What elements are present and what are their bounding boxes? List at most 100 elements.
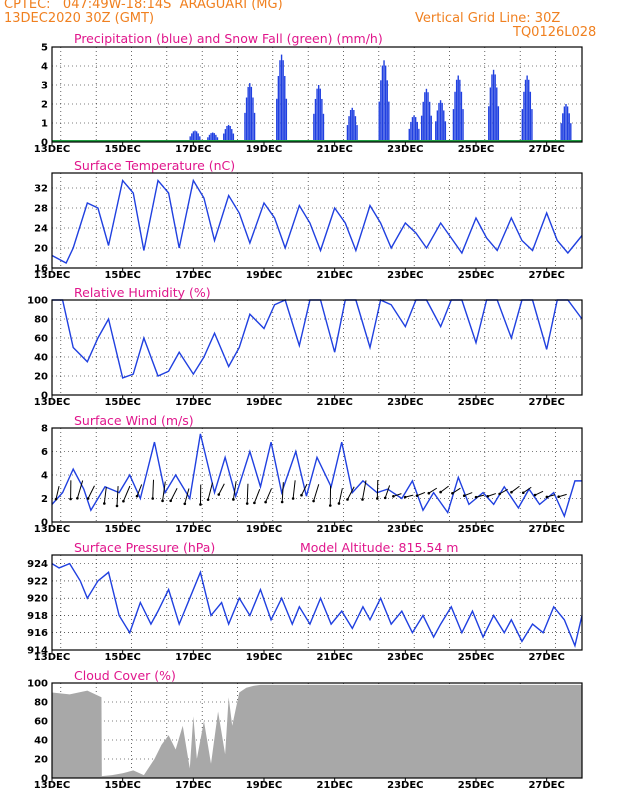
- precip-bar: [414, 117, 417, 142]
- precip-bar: [384, 65, 387, 142]
- wind-vector-head: [427, 491, 431, 495]
- x-tick-label: 23DEC: [387, 524, 423, 535]
- precip-bar: [322, 113, 325, 142]
- y-tick-label: 918: [27, 611, 48, 622]
- precip-bar: [424, 92, 426, 142]
- y-tick-label: 6: [41, 447, 48, 458]
- wind-vector: [416, 491, 426, 497]
- precip-bar: [386, 80, 388, 142]
- precip-bar: [314, 98, 317, 142]
- wind-vector-head: [69, 497, 72, 501]
- precip-bar: [245, 97, 248, 142]
- wind-vector-head: [312, 499, 315, 503]
- wind-vector-head: [521, 491, 525, 495]
- precip-bar: [496, 87, 498, 142]
- wind-vector: [522, 486, 532, 494]
- precip-bar: [189, 136, 191, 142]
- x-tick-label: 13DEC: [34, 780, 70, 791]
- precip-bar: [380, 80, 382, 142]
- wind-vector: [499, 488, 508, 495]
- x-tick-label: 23DEC: [387, 780, 423, 791]
- precip-bar: [531, 109, 533, 142]
- wind-vector-head: [115, 504, 119, 508]
- precip-bar: [562, 113, 564, 142]
- precip-bar: [521, 109, 524, 142]
- y-tick-label: 80: [34, 315, 48, 326]
- precip-bar: [455, 79, 458, 142]
- wind-vector: [440, 485, 449, 493]
- x-tick-label: 19DEC: [246, 397, 282, 408]
- x-tick-label: 21DEC: [316, 397, 352, 408]
- precip-bar: [457, 75, 459, 142]
- precip-bar: [436, 110, 439, 142]
- y-tick-label: 100: [27, 296, 48, 307]
- x-tick-label: 21DEC: [316, 780, 352, 791]
- precip-bar: [321, 98, 323, 142]
- wind-vector-head: [439, 490, 442, 494]
- precip-bar: [438, 102, 440, 142]
- x-tick-label: 13DEC: [34, 144, 70, 155]
- x-tick-label: 19DEC: [246, 652, 282, 663]
- wind-vector: [136, 484, 143, 497]
- precip-bar: [319, 88, 321, 142]
- y-tick-label: 16: [34, 264, 48, 275]
- wind-vector-head: [415, 494, 419, 497]
- precip-bar: [454, 91, 456, 142]
- precip-bar: [459, 79, 461, 142]
- precip-bar: [231, 129, 233, 142]
- wind-vector: [162, 481, 166, 501]
- precip-bar: [523, 91, 525, 142]
- wind-vector: [534, 490, 544, 496]
- y-tick-label: 60: [34, 717, 48, 728]
- precip-bar: [213, 133, 215, 142]
- wind-vector: [347, 486, 355, 500]
- wind-vector-head: [206, 498, 210, 501]
- precip-bar: [216, 137, 219, 142]
- y-tick-label: 1: [41, 119, 48, 130]
- y-tick-label: 920: [27, 594, 48, 605]
- precip-bar: [197, 133, 199, 142]
- x-tick-label: 21DEC: [316, 524, 352, 535]
- precip-bar: [229, 126, 231, 142]
- y-tick-label: 8: [41, 424, 48, 435]
- x-tick-label: 15DEC: [104, 397, 140, 408]
- precip-bar: [460, 91, 463, 142]
- x-tick-label: 17DEC: [175, 524, 211, 535]
- panel-title: Precipitation (blue) and Snow Fall (gree…: [74, 31, 383, 46]
- wind-vector-head: [451, 491, 454, 495]
- wind-vector: [87, 485, 95, 499]
- wind-vector: [218, 483, 225, 495]
- wind-vector: [546, 494, 555, 498]
- wind-vector-head: [337, 502, 341, 505]
- y-tick-label: 24: [34, 224, 48, 235]
- precip-bar: [452, 109, 455, 142]
- precip-bar: [378, 101, 380, 142]
- precip-bar: [247, 86, 249, 142]
- wind-vector-head: [383, 496, 387, 500]
- precip-bar: [410, 121, 412, 142]
- x-tick-label: 27DEC: [528, 397, 564, 408]
- wind-vector: [292, 480, 296, 499]
- x-tick-label: 15DEC: [104, 270, 140, 281]
- precip-bar: [207, 137, 209, 142]
- y-tick-label: 914: [27, 646, 48, 657]
- wind-vector-head: [169, 499, 172, 503]
- precip-bar: [284, 75, 286, 142]
- precip-bar: [210, 133, 212, 142]
- precip-bar: [285, 98, 288, 142]
- precip-bar: [279, 60, 281, 142]
- wind-vector: [232, 481, 237, 500]
- x-tick-label: 27DEC: [528, 780, 564, 791]
- wind-vector-head: [346, 498, 349, 501]
- wind-vector-head: [462, 494, 466, 498]
- wind-vector: [558, 493, 567, 498]
- wind-vector-head: [300, 493, 303, 497]
- precip-bar: [250, 86, 253, 142]
- precip-bar: [348, 116, 350, 142]
- x-tick-label: 17DEC: [175, 397, 211, 408]
- y-tick-label: 5: [41, 43, 48, 54]
- y-tick-label: 0: [41, 138, 48, 149]
- precip-bar: [416, 121, 418, 142]
- wind-vector-head: [264, 500, 267, 504]
- y-tick-label: 0: [41, 391, 48, 402]
